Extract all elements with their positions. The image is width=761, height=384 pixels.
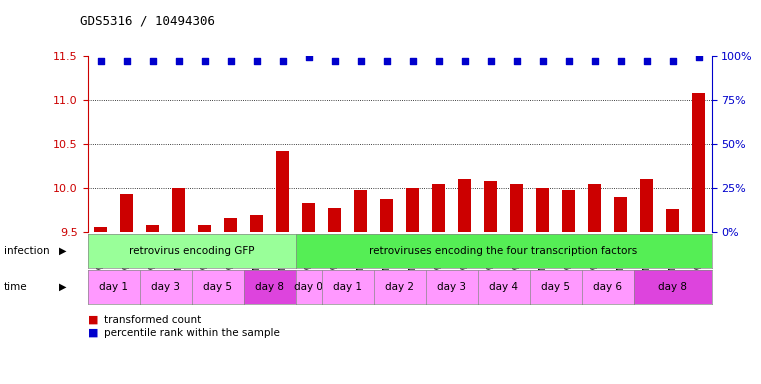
Bar	[406, 188, 419, 232]
Bar	[640, 179, 653, 232]
Text: day 4: day 4	[489, 282, 518, 292]
Text: percentile rank within the sample: percentile rank within the sample	[104, 328, 280, 338]
Text: infection: infection	[4, 246, 49, 256]
Point	[250, 58, 263, 64]
Text: ■: ■	[88, 315, 98, 325]
Point	[120, 58, 132, 64]
Bar	[250, 215, 263, 232]
Text: day 1: day 1	[99, 282, 128, 292]
Bar	[328, 208, 341, 232]
Point	[614, 58, 626, 64]
Text: day 2: day 2	[385, 282, 414, 292]
Bar	[484, 181, 497, 232]
Point	[329, 58, 341, 64]
Text: retrovirus encoding GFP: retrovirus encoding GFP	[129, 246, 254, 256]
Text: day 3: day 3	[151, 282, 180, 292]
Point	[276, 58, 288, 64]
Text: ▶: ▶	[59, 246, 67, 256]
Bar	[172, 188, 185, 232]
Point	[588, 58, 600, 64]
Text: day 3: day 3	[437, 282, 466, 292]
Bar	[614, 197, 627, 232]
Point	[406, 58, 419, 64]
Point	[224, 58, 237, 64]
Point	[458, 58, 470, 64]
Bar	[588, 184, 601, 232]
Bar	[354, 190, 367, 232]
Text: transformed count: transformed count	[104, 315, 202, 325]
Bar	[276, 151, 289, 232]
Text: day 0: day 0	[294, 282, 323, 292]
Point	[511, 58, 523, 64]
Point	[562, 58, 575, 64]
Point	[641, 58, 653, 64]
Point	[432, 58, 444, 64]
Bar	[302, 203, 315, 232]
Text: GDS5316 / 10494306: GDS5316 / 10494306	[80, 15, 215, 28]
Point	[94, 58, 107, 64]
Point	[485, 58, 497, 64]
Bar	[224, 218, 237, 232]
Point	[199, 58, 211, 64]
Point	[355, 58, 367, 64]
Bar	[380, 199, 393, 232]
Bar	[562, 190, 575, 232]
Bar	[120, 194, 133, 232]
Point	[380, 58, 393, 64]
Point	[693, 55, 705, 61]
Point	[302, 55, 314, 61]
Text: ▶: ▶	[59, 282, 67, 292]
Text: day 8: day 8	[658, 282, 687, 292]
Bar	[536, 188, 549, 232]
Text: time: time	[4, 282, 27, 292]
Text: retroviruses encoding the four transcription factors: retroviruses encoding the four transcrip…	[369, 246, 638, 256]
Bar	[666, 209, 679, 232]
Bar	[432, 184, 445, 232]
Point	[667, 58, 679, 64]
Bar	[198, 225, 211, 232]
Bar	[146, 225, 159, 232]
Text: day 5: day 5	[203, 282, 232, 292]
Bar	[692, 93, 705, 232]
Text: day 8: day 8	[255, 282, 284, 292]
Bar	[458, 179, 471, 232]
Point	[537, 58, 549, 64]
Bar	[94, 227, 107, 232]
Bar	[510, 184, 523, 232]
Point	[173, 58, 185, 64]
Text: ■: ■	[88, 328, 98, 338]
Text: day 6: day 6	[593, 282, 622, 292]
Point	[146, 58, 158, 64]
Text: day 5: day 5	[541, 282, 570, 292]
Text: day 1: day 1	[333, 282, 362, 292]
